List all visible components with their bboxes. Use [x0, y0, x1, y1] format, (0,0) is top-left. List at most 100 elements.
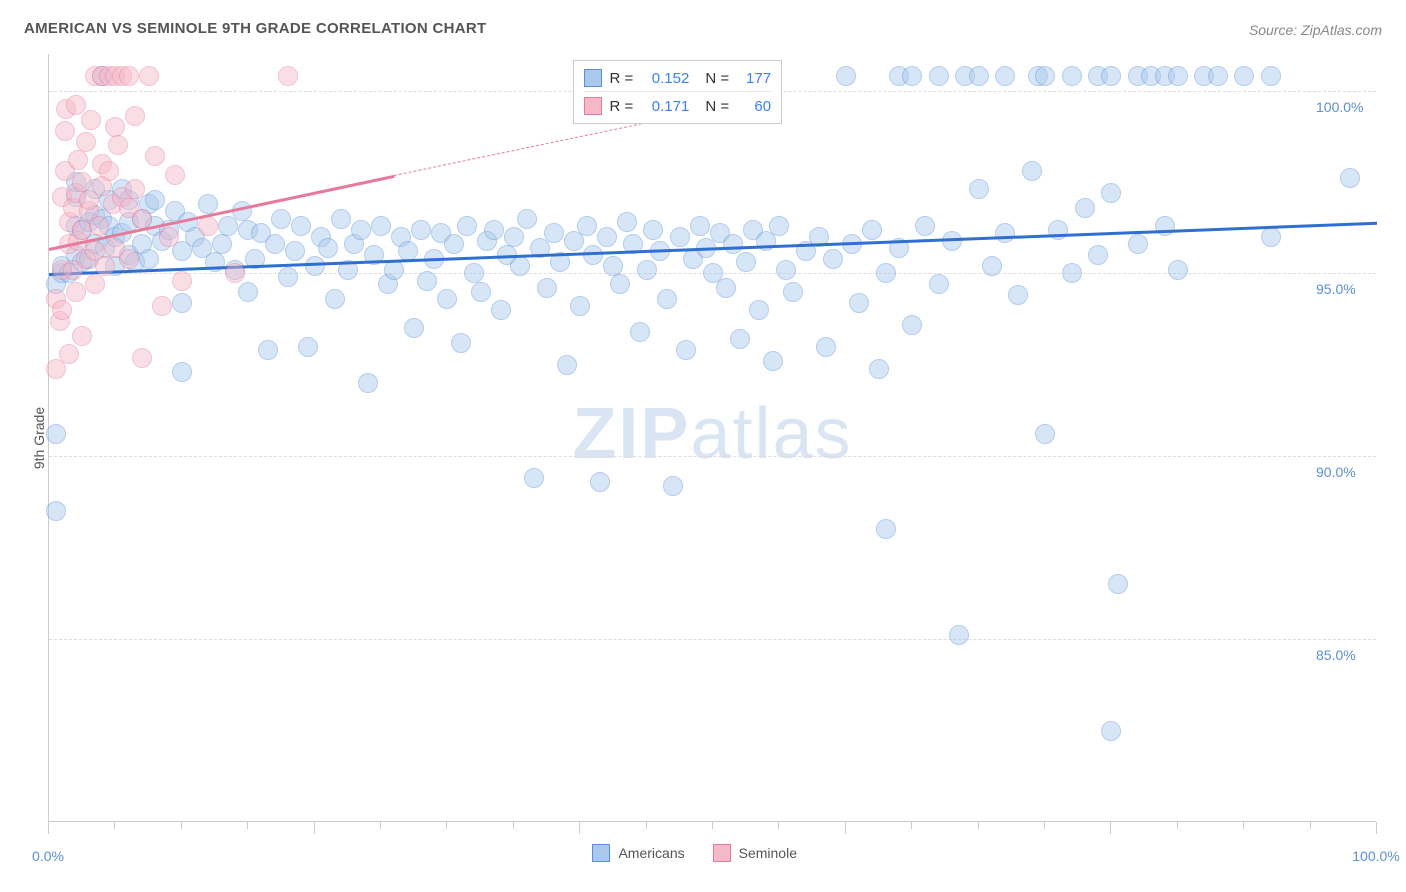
scatter-point: [929, 274, 949, 294]
scatter-point: [358, 373, 378, 393]
scatter-point: [271, 209, 291, 229]
scatter-point: [676, 340, 696, 360]
scatter-point: [198, 216, 218, 236]
scatter-point: [876, 519, 896, 539]
scatter-point: [85, 274, 105, 294]
scatter-point: [484, 220, 504, 240]
stats-row: R =0.171N =60: [584, 91, 772, 117]
legend-item: Seminole: [713, 844, 797, 862]
scatter-point: [172, 293, 192, 313]
x-tick: [911, 822, 912, 829]
scatter-point: [1168, 66, 1188, 86]
scatter-point: [331, 209, 351, 229]
scatter-point: [915, 216, 935, 236]
x-tick: [1110, 822, 1111, 834]
scatter-point: [876, 263, 896, 283]
scatter-point: [298, 337, 318, 357]
scatter-point: [583, 245, 603, 265]
scatter-point: [1155, 216, 1175, 236]
scatter-point: [1101, 721, 1121, 741]
scatter-point: [769, 216, 789, 236]
scatter-point: [76, 132, 96, 152]
scatter-point: [570, 296, 590, 316]
scatter-point: [99, 161, 119, 181]
scatter-point: [55, 121, 75, 141]
scatter-point: [205, 252, 225, 272]
x-tick: [579, 822, 580, 834]
scatter-point: [152, 296, 172, 316]
scatter-point: [125, 179, 145, 199]
stats-r-label: R =: [610, 98, 634, 115]
scatter-point: [238, 282, 258, 302]
scatter-point: [437, 289, 457, 309]
x-tick: [1177, 822, 1178, 829]
x-tick: [778, 822, 779, 829]
legend-swatch: [713, 844, 731, 862]
scatter-point: [72, 172, 92, 192]
legend-swatch: [592, 844, 610, 862]
scatter-point: [457, 216, 477, 236]
scatter-point: [1168, 260, 1188, 280]
watermark-bold: ZIP: [572, 393, 690, 473]
y-axis-label: 9th Grade: [31, 407, 47, 469]
scatter-point: [371, 216, 391, 236]
stats-row: R =0.152N =177: [584, 67, 772, 89]
scatter-point: [969, 179, 989, 199]
scatter-point: [444, 234, 464, 254]
scatter-point: [617, 212, 637, 232]
x-tick: [646, 822, 647, 829]
scatter-point: [949, 625, 969, 645]
scatter-point: [1108, 574, 1128, 594]
scatter-point: [504, 227, 524, 247]
x-tick-label: 100.0%: [1352, 848, 1399, 864]
scatter-point: [902, 315, 922, 335]
scatter-point: [125, 106, 145, 126]
scatter-point: [451, 333, 471, 353]
scatter-point: [471, 282, 491, 302]
scatter-point: [1101, 183, 1121, 203]
scatter-point: [291, 216, 311, 236]
y-tick-label: 90.0%: [1316, 464, 1356, 480]
stats-r-value: 0.152: [641, 70, 689, 87]
scatter-point: [849, 293, 869, 313]
x-tick: [446, 822, 447, 829]
x-tick: [978, 822, 979, 829]
stats-n-value: 60: [737, 98, 771, 115]
scatter-point: [1261, 227, 1281, 247]
scatter-point: [630, 322, 650, 342]
scatter-point: [464, 263, 484, 283]
scatter-point: [72, 326, 92, 346]
scatter-point: [603, 256, 623, 276]
scatter-point: [544, 223, 564, 243]
y-tick-label: 85.0%: [1316, 647, 1356, 663]
scatter-point: [1261, 66, 1281, 86]
scatter-point: [145, 190, 165, 210]
watermark: ZIPatlas: [572, 392, 852, 474]
source-text: Source: ZipAtlas.com: [1249, 22, 1382, 38]
scatter-point: [1088, 245, 1108, 265]
scatter-point: [597, 227, 617, 247]
x-tick: [247, 822, 248, 829]
scatter-point: [1075, 198, 1095, 218]
scatter-point: [68, 150, 88, 170]
scatter-point: [1340, 168, 1360, 188]
scatter-point: [776, 260, 796, 280]
scatter-point: [411, 220, 431, 240]
scatter-point: [902, 66, 922, 86]
scatter-point: [823, 249, 843, 269]
scatter-point: [59, 344, 79, 364]
scatter-point: [816, 337, 836, 357]
x-tick: [1243, 822, 1244, 829]
scatter-point: [119, 66, 139, 86]
scatter-point: [862, 220, 882, 240]
scatter-point: [285, 241, 305, 261]
scatter-point: [610, 274, 630, 294]
scatter-point: [783, 282, 803, 302]
scatter-point: [145, 146, 165, 166]
scatter-point: [52, 300, 72, 320]
scatter-point: [278, 267, 298, 287]
scatter-point: [995, 66, 1015, 86]
scatter-point: [139, 249, 159, 269]
scatter-point: [46, 424, 66, 444]
scatter-point: [325, 289, 345, 309]
